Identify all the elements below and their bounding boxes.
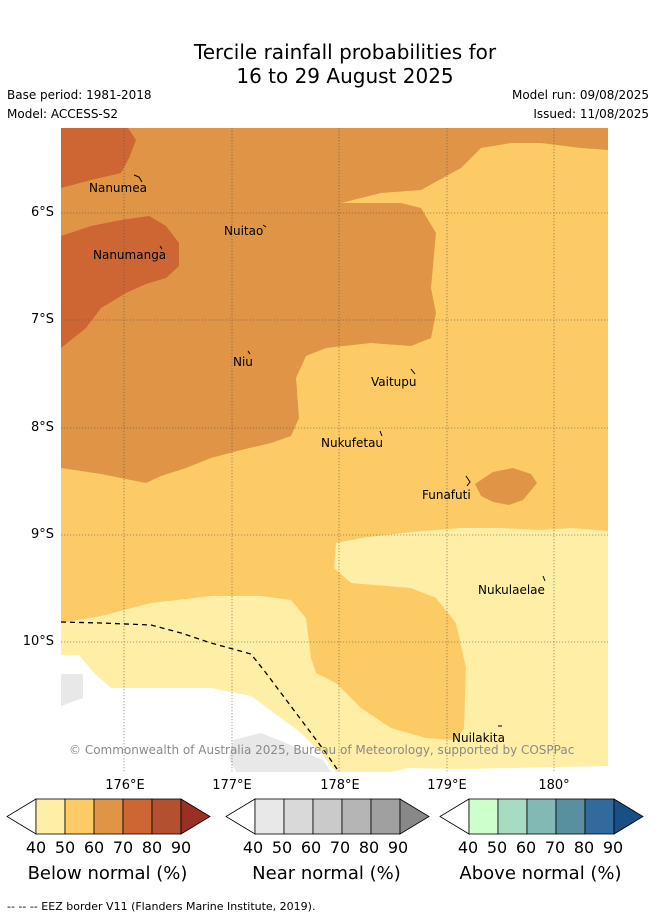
island-nuitao bbox=[262, 224, 267, 228]
colorbar-over-arrow bbox=[180, 798, 211, 835]
island-nanumanga bbox=[159, 245, 163, 250]
island-nukufetau bbox=[379, 430, 383, 437]
tick: 50 bbox=[54, 838, 76, 857]
tick: 80 bbox=[573, 838, 595, 857]
issued-date: Issued: 11/08/2025 bbox=[533, 107, 649, 121]
tick: 50 bbox=[486, 838, 508, 857]
colorbar-swatch bbox=[555, 798, 586, 835]
label-nanumea: Nanumea bbox=[89, 181, 147, 195]
region-below-70-nanumea bbox=[61, 128, 136, 188]
tick: 90 bbox=[170, 838, 192, 857]
region-below-60-funafuti bbox=[475, 468, 537, 505]
lon-label-177e: 177°E bbox=[212, 778, 252, 793]
island-vaitupu bbox=[410, 368, 416, 375]
label-nukufetau: Nukufetau bbox=[321, 436, 383, 450]
tick: 60 bbox=[515, 838, 537, 857]
colorbar-below-swatches bbox=[6, 798, 211, 835]
tick: 40 bbox=[242, 838, 264, 857]
colorbar-swatch bbox=[497, 798, 528, 835]
region-below-60-north bbox=[61, 128, 608, 483]
colorbar-near-label: Near normal (%) bbox=[252, 863, 401, 884]
colorbar-over-arrow bbox=[399, 798, 430, 835]
eez-border bbox=[61, 621, 340, 772]
colorbar-over-arrow bbox=[613, 798, 644, 835]
tick: 60 bbox=[300, 838, 322, 857]
label-nuilakita: Nuilakita bbox=[452, 731, 505, 745]
island-niu bbox=[247, 350, 251, 355]
label-funafuti: Funafuti bbox=[422, 488, 471, 502]
colorbar-swatch bbox=[254, 798, 285, 835]
colorbar-under-arrow bbox=[225, 798, 256, 835]
label-niu: Niu bbox=[233, 355, 253, 369]
colorbar-swatch bbox=[341, 798, 372, 835]
tick: 60 bbox=[83, 838, 105, 857]
lat-label-10s: 10°S bbox=[22, 634, 54, 649]
colorbar-swatch bbox=[64, 798, 95, 835]
colorbar-near-normal bbox=[225, 798, 430, 835]
label-nukulaelae: Nukulaelae bbox=[478, 583, 545, 597]
colorbar-under-arrow bbox=[439, 798, 470, 835]
tick: 70 bbox=[112, 838, 134, 857]
rainfall-map: Nanumea Nuitao Nanumanga Niu Vaitupu Nuk… bbox=[61, 128, 608, 772]
lat-label-8s: 8°S bbox=[30, 420, 54, 435]
graticule bbox=[61, 128, 608, 772]
label-nanumanga: Nanumanga bbox=[93, 248, 166, 262]
label-vaitupu: Vaitupu bbox=[371, 375, 417, 389]
colorbar-swatch bbox=[122, 798, 153, 835]
title-line-2: 16 to 29 August 2025 bbox=[236, 64, 454, 88]
colorbar-above-swatches bbox=[439, 798, 644, 835]
colorbar-above-label: Above normal (%) bbox=[459, 863, 622, 884]
tick: 80 bbox=[358, 838, 380, 857]
model-run: Model run: 09/08/2025 bbox=[511, 88, 649, 102]
island-funafuti bbox=[465, 475, 471, 487]
region-below-70-nanumanga bbox=[61, 216, 179, 348]
colorbar-swatch bbox=[93, 798, 124, 835]
tick: 70 bbox=[329, 838, 351, 857]
tick: 40 bbox=[25, 838, 47, 857]
island-nanumea bbox=[133, 174, 143, 183]
tick: 80 bbox=[141, 838, 163, 857]
colorbar-swatch bbox=[584, 798, 615, 835]
map-title: Tercile rainfall probabilities for 16 to… bbox=[0, 40, 655, 88]
colorbar-swatch bbox=[151, 798, 182, 835]
colorbar-below-label: Below normal (%) bbox=[27, 863, 188, 884]
colorbar-above-normal bbox=[439, 798, 644, 835]
colorbar-swatch bbox=[35, 798, 66, 835]
island-nukulaelae bbox=[542, 575, 546, 582]
title-line-1: Tercile rainfall probabilities for bbox=[193, 40, 497, 64]
colorbar-under-arrow bbox=[6, 798, 37, 835]
lat-label-9s: 9°S bbox=[30, 527, 54, 542]
label-nuitao: Nuitao bbox=[224, 224, 263, 238]
colorbar-swatch bbox=[283, 798, 314, 835]
islands bbox=[133, 174, 546, 727]
copyright-notice: © Commonwealth of Australia 2025, Bureau… bbox=[69, 743, 574, 757]
lon-label-176e: 176°E bbox=[105, 778, 145, 793]
tick: 40 bbox=[457, 838, 479, 857]
lon-label-180: 180° bbox=[538, 778, 570, 793]
lon-label-178e: 178°E bbox=[320, 778, 360, 793]
lon-label-179e: 179°E bbox=[427, 778, 467, 793]
tick: 90 bbox=[602, 838, 624, 857]
colorbar-below-normal bbox=[6, 798, 211, 835]
region-near-40-left bbox=[61, 674, 83, 706]
colorbar-near-swatches bbox=[225, 798, 430, 835]
lat-label-7s: 7°S bbox=[30, 312, 54, 327]
region-near-40-bottom bbox=[229, 733, 331, 772]
model-name: Model: ACCESS-S2 bbox=[7, 107, 119, 121]
colorbar-swatch bbox=[370, 798, 401, 835]
tick: 50 bbox=[271, 838, 293, 857]
tick: 90 bbox=[387, 838, 409, 857]
eez-footnote: -- -- -- EEZ border V11 (Flanders Marine… bbox=[7, 900, 316, 913]
lat-label-6s: 6°S bbox=[30, 205, 54, 220]
colorbar-swatch bbox=[312, 798, 343, 835]
tick: 70 bbox=[544, 838, 566, 857]
base-period: Base period: 1981-2018 bbox=[7, 88, 152, 102]
colorbar-swatch bbox=[526, 798, 557, 835]
colorbar-swatch bbox=[468, 798, 499, 835]
